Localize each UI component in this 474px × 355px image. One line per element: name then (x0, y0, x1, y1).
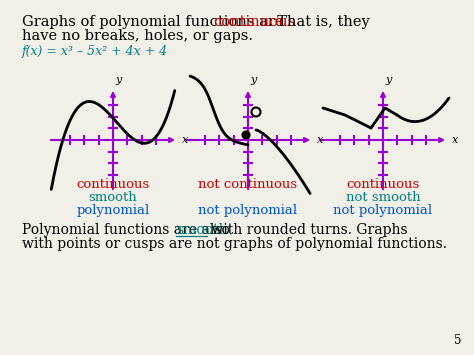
Text: Graphs of polynomial functions are: Graphs of polynomial functions are (22, 15, 288, 29)
Text: continuous: continuous (76, 178, 150, 191)
Text: smooth: smooth (176, 223, 228, 237)
Text: continuous: continuous (346, 178, 419, 191)
Text: y: y (115, 75, 121, 85)
Text: y: y (250, 75, 256, 85)
Text: with rounded turns. Graphs: with rounded turns. Graphs (208, 223, 408, 237)
Text: . That is, they: . That is, they (268, 15, 369, 29)
Circle shape (252, 108, 261, 116)
Text: x: x (182, 135, 188, 145)
Text: not smooth: not smooth (346, 191, 420, 204)
Text: y: y (385, 75, 391, 85)
Text: polynomial: polynomial (76, 204, 150, 217)
Text: with points or cusps are not graphs of polynomial functions.: with points or cusps are not graphs of p… (22, 237, 447, 251)
Text: continuous: continuous (213, 15, 295, 29)
Text: not continuous: not continuous (199, 178, 298, 191)
Text: Polynomial functions are also: Polynomial functions are also (22, 223, 234, 237)
Text: x: x (317, 135, 323, 145)
Text: have no breaks, holes, or gaps.: have no breaks, holes, or gaps. (22, 29, 253, 43)
Text: not polynomial: not polynomial (333, 204, 433, 217)
Text: x: x (452, 135, 458, 145)
Text: f(x) = x³ – 5x² + 4x + 4: f(x) = x³ – 5x² + 4x + 4 (22, 45, 168, 58)
Text: 5: 5 (454, 334, 462, 347)
Text: not polynomial: not polynomial (199, 204, 298, 217)
Circle shape (243, 131, 249, 138)
Text: smooth: smooth (89, 191, 137, 204)
